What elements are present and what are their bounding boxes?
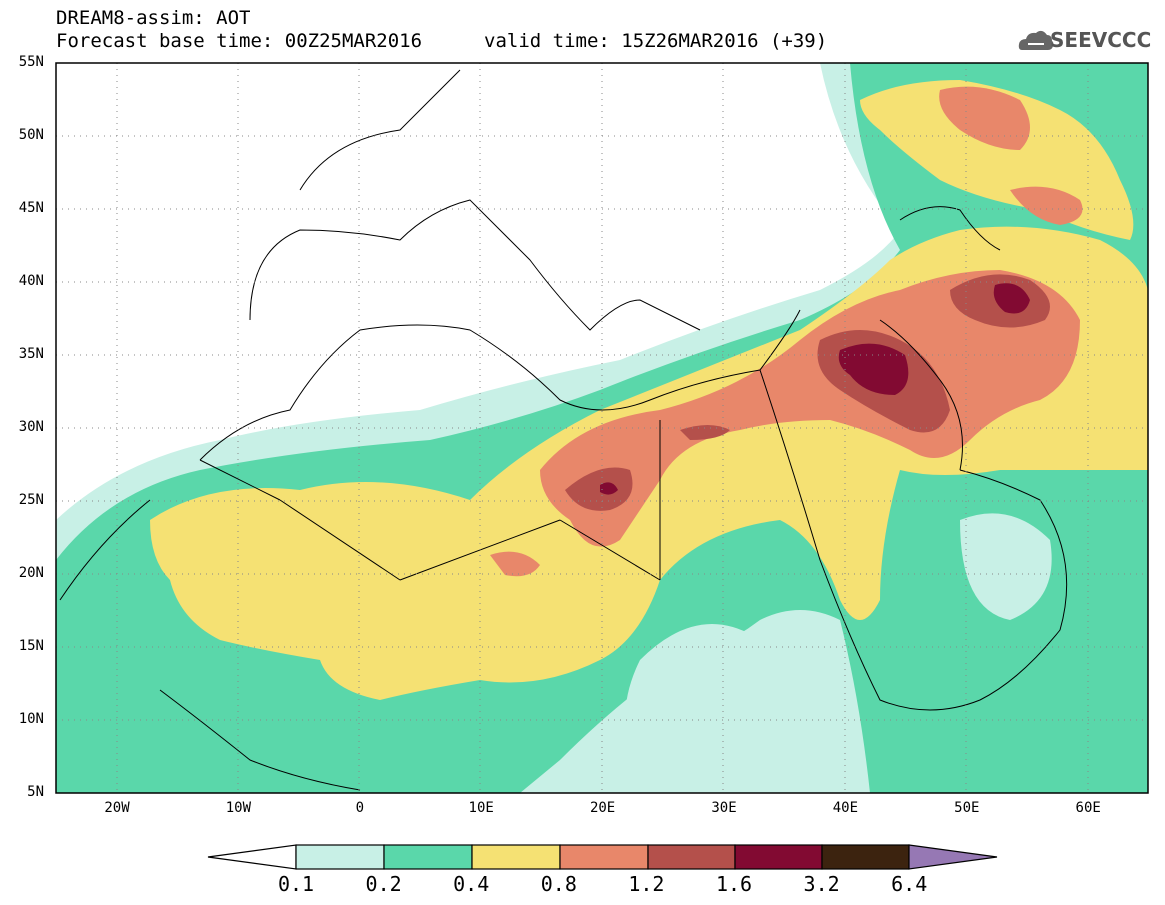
lat-label: 45N	[18, 200, 44, 216]
map-title: DREAM8-assim: AOT	[56, 7, 251, 29]
lon-label: 50E	[954, 800, 980, 816]
colorbar-label: 0.1	[277, 872, 315, 896]
map-frame	[55, 62, 1149, 794]
grid	[56, 63, 1148, 793]
lon-label: 60E	[1075, 800, 1101, 816]
valid-time: valid time: 15Z26MAR2016 (+39)	[484, 30, 828, 52]
colorbar-label: 3.2	[803, 872, 840, 896]
lat-label: 20N	[18, 565, 44, 581]
coastlines	[59, 69, 1068, 791]
lat-label: 55N	[18, 54, 44, 70]
colorbar-label: 1.2	[628, 872, 665, 896]
lon-label: 10E	[468, 800, 494, 816]
lat-label: 25N	[18, 492, 44, 508]
lon-label: 10W	[225, 800, 252, 816]
lat-label: 50N	[18, 127, 44, 143]
cloud-logo-icon	[1018, 30, 1054, 50]
lon-label: 0	[355, 800, 365, 816]
lon-label: 40E	[832, 800, 859, 816]
colorbar-label: 6.4	[891, 872, 928, 896]
colorbar	[207, 844, 998, 870]
lat-label: 5N	[27, 784, 44, 800]
lon-label: 20W	[104, 800, 130, 816]
lat-label: 30N	[18, 419, 44, 435]
lon-label: 20E	[589, 800, 616, 816]
colorbar-label: 0.8	[540, 872, 577, 896]
lat-label: 40N	[18, 273, 44, 289]
logo-text: SEEVCCC	[1050, 28, 1152, 52]
lat-label: 10N	[18, 711, 44, 727]
colorbar-label: 1.6	[715, 872, 753, 896]
forecast-base-time: Forecast base time: 00Z25MAR2016	[56, 30, 423, 52]
lat-label: 35N	[18, 346, 44, 362]
colorbar-label: 0.4	[453, 872, 490, 896]
colorbar-label: 0.2	[365, 872, 402, 896]
lon-label: 30E	[711, 800, 737, 816]
lat-label: 15N	[18, 638, 44, 654]
